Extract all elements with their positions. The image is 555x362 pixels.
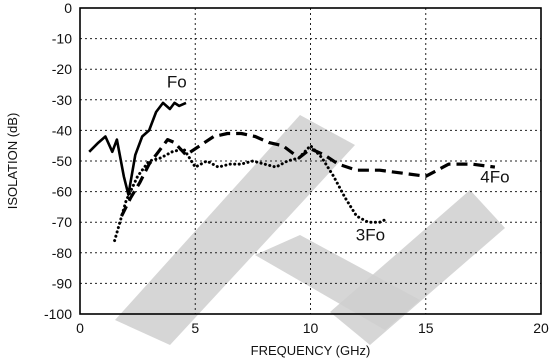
data-series	[88, 101, 496, 243]
x-tick-label: 20	[533, 320, 549, 336]
y-axis-ticks: 0 -10 -20 -30 -40 -50 -60 -70 -80 -90 -100	[44, 0, 72, 322]
gridlines	[80, 8, 541, 314]
watermark-stripe	[115, 115, 355, 345]
x-tick-label: 15	[418, 320, 434, 336]
x-tick-label: 5	[191, 320, 199, 336]
y-axis-title: ISOLATION (dB)	[5, 113, 20, 210]
y-tick-label: -70	[52, 214, 72, 230]
y-tick-label: -40	[52, 122, 72, 138]
x-axis-title: FREQUENCY (GHz)	[251, 343, 371, 358]
y-tick-label: -60	[52, 184, 72, 200]
series-label-3fo: 3Fo	[356, 226, 385, 245]
y-tick-label: -50	[52, 153, 72, 169]
series-line-fo	[88, 101, 187, 196]
watermark	[115, 115, 505, 345]
series-label-4fo: 4Fo	[480, 167, 509, 186]
series-line-3fo	[113, 144, 389, 243]
series-labels: Fo 4Fo 3Fo	[167, 73, 510, 245]
watermark-stripe	[255, 235, 420, 330]
y-tick-label: -30	[52, 92, 72, 108]
x-tick-label: 0	[76, 320, 84, 336]
y-tick-label: -80	[52, 245, 72, 261]
x-tick-label: 10	[303, 320, 319, 336]
plot-area-frame	[79, 7, 542, 315]
y-tick-label: -20	[52, 61, 72, 77]
series-label-fo: Fo	[167, 73, 187, 92]
y-tick-label: -100	[44, 306, 72, 322]
series-line-4fo	[120, 131, 496, 217]
y-tick-label: -90	[52, 275, 72, 291]
y-tick-label: 0	[64, 0, 72, 16]
y-tick-label: -10	[52, 31, 72, 47]
x-axis-ticks: 0 5 10 15 20	[76, 320, 549, 336]
